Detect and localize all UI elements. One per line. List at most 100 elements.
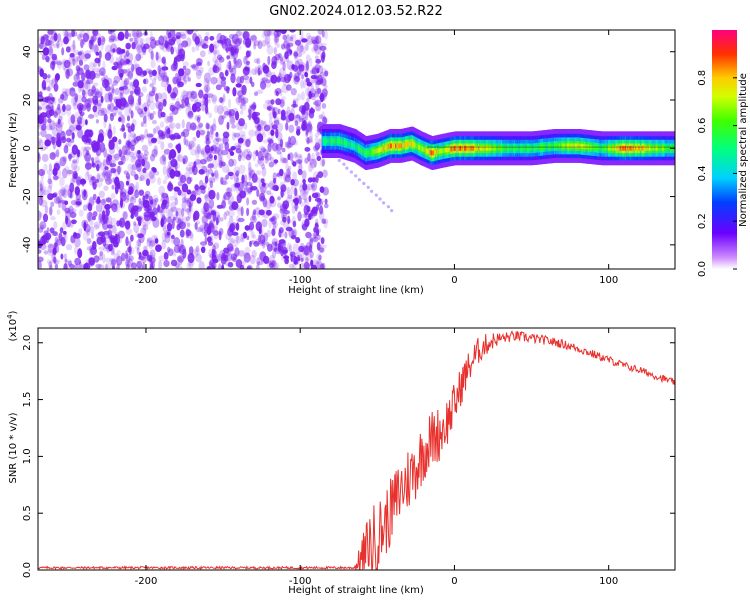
noise-blob	[272, 221, 278, 229]
noise-blob	[164, 125, 170, 135]
noise-blob	[263, 30, 271, 37]
noise-blob	[294, 256, 301, 265]
noise-blob	[206, 130, 210, 137]
noise-blob	[227, 261, 234, 268]
noise-blob	[47, 30, 51, 38]
noise-blob	[111, 225, 117, 234]
noise-blob	[57, 234, 64, 244]
noise-blob	[79, 85, 85, 92]
noise-blob	[312, 259, 320, 265]
noise-blob	[78, 209, 84, 217]
noise-blob	[195, 245, 200, 253]
noise-blob	[293, 51, 299, 57]
noise-blob	[94, 156, 100, 164]
noise-blob	[82, 263, 87, 269]
noise-blob	[45, 109, 52, 119]
noise-blob	[161, 191, 165, 202]
noise-blob	[301, 191, 309, 198]
noise-blob	[245, 154, 252, 161]
noise-blob	[65, 243, 73, 251]
noise-blob	[64, 207, 71, 214]
noise-blob	[53, 110, 57, 117]
noise-blob	[288, 124, 295, 133]
colorbar-tick-label: 0.4	[697, 165, 708, 181]
noise-blob	[286, 106, 291, 115]
noise-blob	[212, 230, 219, 237]
noise-blob	[135, 245, 141, 250]
noise-blob	[314, 197, 322, 202]
noise-blob	[63, 184, 70, 192]
noise-blob	[233, 181, 238, 189]
noise-blob	[115, 57, 120, 65]
noise-blob	[119, 189, 124, 196]
noise-blob	[133, 86, 140, 94]
noise-blob	[128, 255, 134, 262]
x-tick-label: -200	[135, 275, 158, 286]
noise-blob	[208, 199, 215, 209]
noise-blob	[193, 210, 200, 221]
noise-blob	[40, 112, 48, 118]
colorbar-tick-label: 0.6	[697, 118, 708, 134]
noise-blob	[306, 121, 310, 127]
noise-blob	[286, 34, 290, 44]
noise-blob	[275, 98, 282, 106]
noise-blob	[57, 118, 61, 125]
noise-blob	[87, 257, 94, 268]
noise-blob	[292, 64, 298, 72]
noise-blob	[219, 34, 227, 45]
y-tick-label: 1.0	[22, 448, 33, 464]
noise-blob	[323, 30, 328, 40]
noise-blob	[161, 44, 168, 53]
noise-blob	[174, 216, 179, 224]
noise-blob	[180, 131, 186, 137]
noise-blob	[249, 221, 255, 231]
noise-blob	[199, 129, 206, 136]
noise-blob	[127, 132, 135, 141]
noise-blob	[252, 234, 257, 239]
noise-blob	[273, 33, 280, 44]
noise-blob	[217, 104, 224, 115]
noise-dot	[357, 178, 361, 182]
noise-blob	[48, 174, 52, 182]
noise-blob	[123, 131, 127, 139]
noise-blob	[168, 153, 172, 161]
noise-blob	[141, 86, 147, 93]
noise-dot	[354, 174, 358, 178]
noise-blob	[228, 98, 231, 109]
noise-blob	[194, 184, 199, 191]
noise-blob	[203, 152, 209, 162]
noise-blob	[123, 197, 130, 203]
noise-blob	[49, 206, 53, 216]
noise-blob	[223, 112, 229, 118]
noise-blob	[321, 92, 328, 100]
noise-blob	[38, 104, 42, 110]
noise-blob	[218, 263, 222, 269]
noise-blob	[150, 50, 154, 60]
noise-blob	[276, 150, 282, 155]
noise-blob	[275, 185, 279, 192]
noise-blob	[141, 222, 148, 228]
noise-blob	[287, 219, 292, 224]
noise-blob	[109, 54, 114, 64]
noise-blob	[262, 139, 269, 144]
noise-blob	[77, 128, 84, 139]
noise-blob	[88, 257, 96, 266]
noise-blob	[104, 81, 111, 92]
noise-blob	[66, 107, 71, 117]
noise-blob	[254, 163, 259, 168]
noise-blob	[313, 206, 317, 212]
noise-blob	[209, 235, 214, 246]
noise-blob	[161, 154, 166, 162]
noise-blob	[149, 199, 154, 206]
noise-blob	[199, 179, 204, 188]
noise-blob	[284, 204, 288, 211]
noise-blob	[186, 140, 191, 147]
noise-blob	[203, 84, 211, 93]
noise-blob	[118, 139, 122, 145]
noise-blob	[274, 116, 280, 124]
noise-blob	[282, 157, 288, 164]
noise-blob	[284, 174, 291, 183]
noise-blob	[125, 180, 130, 186]
noise-blob	[96, 173, 101, 181]
noise-blob	[208, 130, 215, 138]
